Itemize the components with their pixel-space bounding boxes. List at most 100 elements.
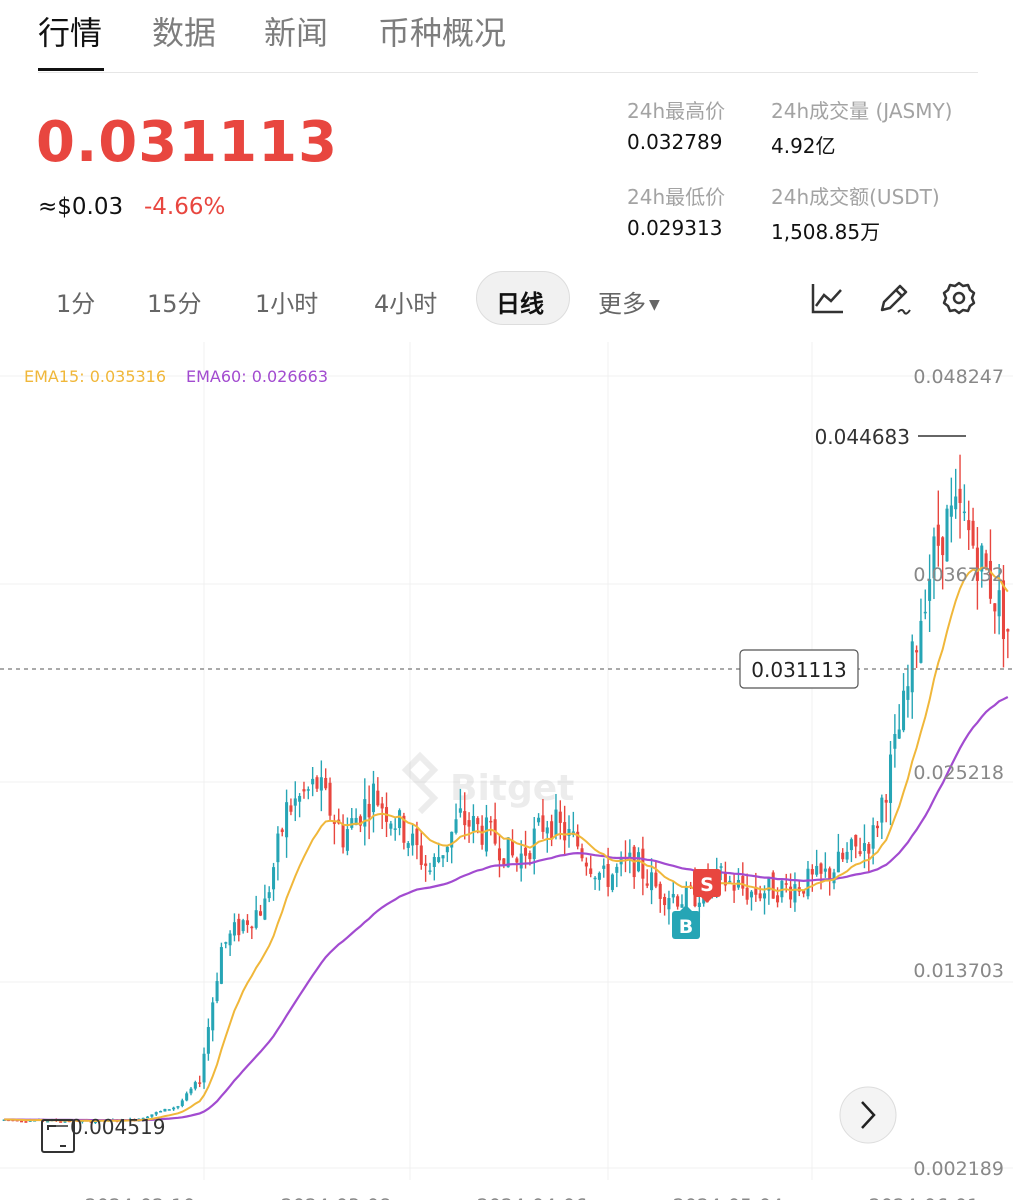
tab-news[interactable]: 新闻: [264, 14, 329, 52]
candle-body: [176, 1106, 180, 1108]
candle-body: [862, 843, 866, 851]
candle-body: [767, 877, 771, 891]
candle-body: [576, 831, 580, 847]
candle-body: [949, 505, 953, 517]
candle-body: [524, 847, 528, 856]
candle-body: [20, 1120, 24, 1123]
tab-coin-overview[interactable]: 币种概况: [378, 14, 507, 52]
interval-15m[interactable]: 15分: [147, 290, 202, 318]
candle-body: [363, 799, 367, 827]
candle-body: [854, 834, 858, 847]
candle-body: [467, 820, 471, 827]
candle-body: [732, 884, 736, 891]
candle-body: [367, 803, 371, 818]
candle-body: [636, 852, 641, 872]
candle-body: [784, 883, 788, 885]
candle-body: [845, 851, 849, 860]
candle-body: [849, 839, 853, 851]
buy-signal-label: B: [679, 916, 693, 938]
line-chart-icon[interactable]: [810, 280, 846, 316]
x-tick-label: 2024-06-01: [869, 1195, 979, 1200]
fullscreen-icon[interactable]: [41, 1119, 75, 1153]
interval-1h[interactable]: 1小时: [255, 290, 319, 318]
candle-body: [1001, 580, 1006, 640]
candle-body: [332, 821, 336, 824]
candle-body: [354, 817, 358, 826]
candle-body: [828, 868, 832, 880]
candle-body: [610, 874, 614, 890]
candle-body: [63, 1121, 67, 1123]
tab-market[interactable]: 行情: [38, 14, 103, 52]
candle-body: [832, 872, 836, 884]
candle-body: [267, 892, 271, 899]
buy-signal-marker[interactable]: B: [672, 905, 700, 939]
chart-grid: [0, 342, 1013, 1180]
candle-body: [993, 603, 997, 612]
tab-data[interactable]: 数据: [152, 14, 217, 52]
watermark-text: Bitget: [450, 768, 574, 809]
candle-body: [506, 837, 510, 868]
candle-body: [628, 852, 632, 861]
candle-body: [376, 790, 380, 806]
volume-label: 24h成交量 (JASMY): [771, 99, 953, 123]
tabs-divider: [38, 72, 978, 73]
candle-body: [606, 864, 610, 887]
y-tick-label: 0.036732: [913, 564, 1004, 586]
candle-body: [159, 1111, 163, 1113]
candle-body: [841, 852, 845, 860]
candle-body: [289, 805, 293, 812]
candle-body: [967, 520, 971, 531]
interval-active-pill: [476, 271, 570, 325]
candle-body: [24, 1121, 28, 1123]
candle-body: [723, 871, 727, 886]
candle-body: [884, 799, 888, 803]
candle-body: [441, 855, 445, 859]
candle-body: [932, 536, 936, 579]
candle-body: [46, 1120, 50, 1123]
candle-body: [163, 1108, 167, 1112]
candle-body: [897, 729, 901, 739]
candlestick-chart[interactable]: Bitget EMA15: 0.035316 EMA60: 0.026663 0…: [0, 342, 1013, 1200]
candle-body: [211, 1002, 215, 1031]
candle-body: [150, 1114, 154, 1117]
candle-body: [762, 893, 767, 899]
candle-body: [815, 865, 819, 875]
candle-body: [293, 798, 297, 806]
candle-body: [2, 1119, 6, 1122]
candle-body: [189, 1088, 193, 1094]
candle-body: [298, 795, 302, 802]
interval-1d[interactable]: 日线: [496, 290, 544, 318]
candle-body: [415, 828, 419, 846]
candle-body: [272, 867, 276, 890]
candle-body: [802, 890, 806, 894]
candle-body: [923, 611, 927, 614]
candle-body: [984, 553, 988, 569]
candle-body: [771, 872, 775, 899]
candle-body: [971, 520, 975, 546]
candle-body: [745, 887, 749, 900]
candle-body: [341, 823, 345, 848]
low-value: 0.029313: [627, 216, 723, 240]
interval-1m[interactable]: 1分: [56, 290, 96, 318]
settings-gear-icon[interactable]: [941, 280, 977, 316]
candle-body: [458, 808, 462, 813]
candle-body: [754, 886, 758, 895]
candle-body: [398, 810, 402, 829]
candle-body: [180, 1100, 184, 1106]
x-axis-labels: 2024-02-10 2024-03-08 2024-04-06 2024-05-04…: [85, 1195, 979, 1200]
candle-body: [988, 560, 992, 599]
candle-body: [515, 858, 519, 863]
candle-body: [198, 1082, 202, 1084]
candle-body: [306, 789, 310, 791]
candle-body: [258, 911, 263, 916]
candle-body: [1006, 629, 1010, 632]
sell-signal-marker[interactable]: S: [693, 869, 721, 903]
candle-body: [919, 620, 923, 663]
candle-body: [502, 858, 506, 865]
scroll-to-latest-button[interactable]: [839, 1086, 897, 1144]
y-tick-label: 0.002189: [913, 1158, 1004, 1180]
interval-more[interactable]: 更多 ▼: [598, 284, 660, 319]
candle-body: [875, 825, 880, 829]
draw-pen-icon[interactable]: [876, 280, 912, 316]
interval-4h[interactable]: 4小时: [374, 290, 438, 318]
